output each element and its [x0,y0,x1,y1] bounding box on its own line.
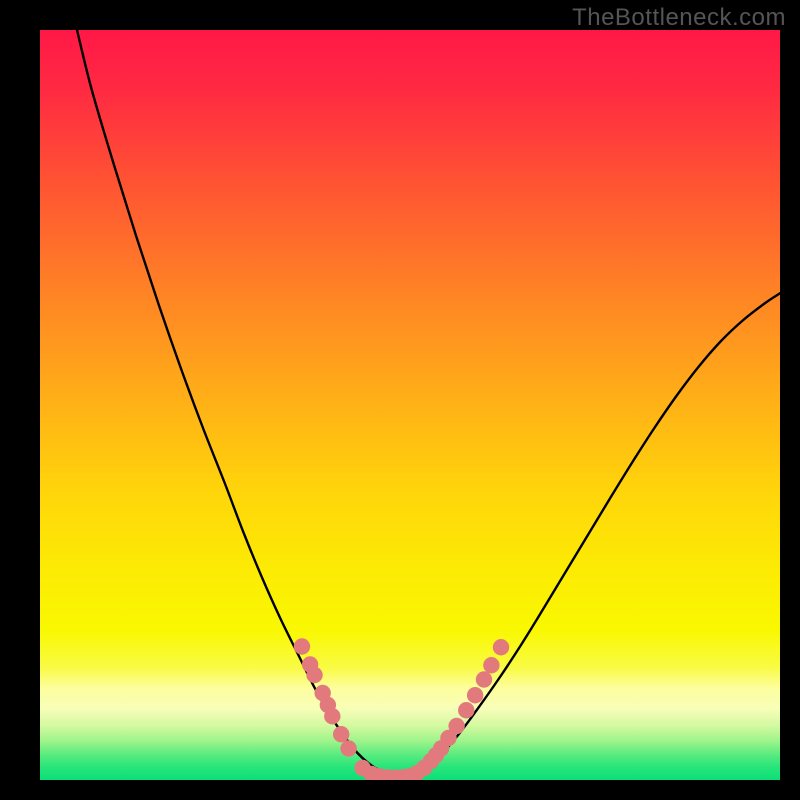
data-marker [294,638,310,654]
plot-area [40,30,780,780]
data-marker [324,708,340,724]
watermark-label: TheBottleneck.com [572,4,786,32]
data-marker [467,687,483,703]
data-marker [340,740,356,756]
data-marker [448,718,464,734]
data-marker [483,657,499,673]
chart-stage: TheBottleneck.com [0,0,800,800]
data-marker [476,671,492,687]
chart-svg [40,30,780,780]
data-marker [333,726,349,742]
data-marker [306,667,322,683]
data-marker [493,639,509,655]
data-marker [458,702,474,718]
